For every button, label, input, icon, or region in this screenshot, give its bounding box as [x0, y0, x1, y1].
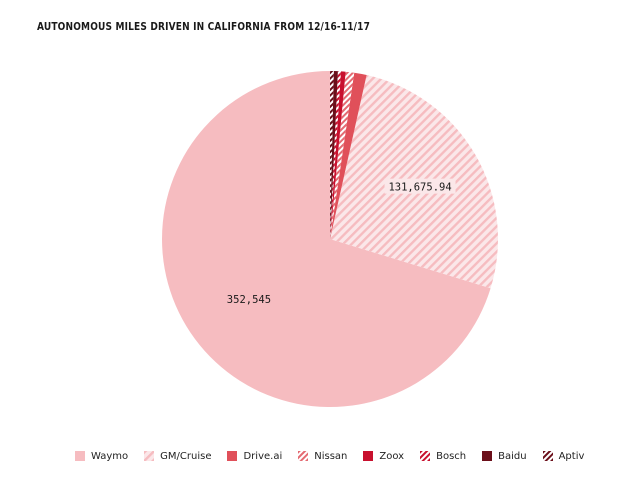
legend-label-zoox: Zoox: [379, 450, 405, 462]
data-label-gm-cruise: 131,675.94: [388, 182, 451, 194]
data-label-bg-gm-cruise: [384, 178, 456, 194]
legend-item-waymo: Waymo: [75, 451, 128, 462]
chart-title: AUTONOMOUS MILES DRIVEN IN CALIFORNIA FR…: [37, 20, 371, 33]
legend-item-gm-cruise: GM/Cruise: [144, 451, 211, 462]
legend-label-waymo: Waymo: [91, 450, 129, 462]
pie-slice-zoox: [330, 71, 346, 240]
legend-item-nissan: Nissan: [298, 451, 347, 462]
legend-swatch-aptiv: [542, 451, 553, 461]
legend-item-aptiv: Aptiv: [542, 450, 585, 462]
legend-item-bosch: Bosch: [420, 451, 466, 462]
legend-item-drive-ai: Drive.ai: [227, 451, 282, 462]
pie-slice-aptiv: [330, 71, 334, 239]
legend-swatch-bosch: [420, 451, 431, 461]
legend-label-aptiv: Aptiv: [558, 450, 585, 462]
pie-slice-bosch: [330, 71, 341, 240]
pie-data-labels: 352,545 131,675.94: [227, 178, 456, 306]
legend-swatch-nissan: [298, 451, 309, 461]
pie-slice-baidu: [330, 71, 338, 240]
legend: Waymo GM/Cruise Drive.ai Nissan Zoox Bosch Bai…: [75, 448, 584, 464]
legend-item-zoox: Zoox: [363, 451, 404, 462]
legend-swatch-baidu: [482, 451, 493, 461]
legend-label-bosch: Bosch: [436, 450, 467, 462]
legend-label-baidu: Baidu: [498, 450, 527, 462]
pie-slice-nissan: [330, 71, 355, 240]
legend-label-gm-cruise: GM/Cruise: [160, 450, 212, 462]
legend-swatch-drive-ai: [227, 451, 238, 461]
legend-label-nissan: Nissan: [314, 450, 348, 462]
data-label-waymo: 352,545: [227, 294, 271, 306]
pie-slices: [161, 71, 498, 408]
legend-label-drive-ai: Drive.ai: [243, 450, 283, 462]
legend-swatch-gm-cruise: [144, 451, 155, 461]
legend-item-baidu: Baidu: [482, 450, 527, 462]
pie-slice-waymo: [161, 71, 491, 408]
legend-swatch-zoox: [363, 451, 374, 461]
legend-swatch-waymo: [75, 451, 85, 461]
pie-slice-drive-ai: [330, 72, 367, 239]
